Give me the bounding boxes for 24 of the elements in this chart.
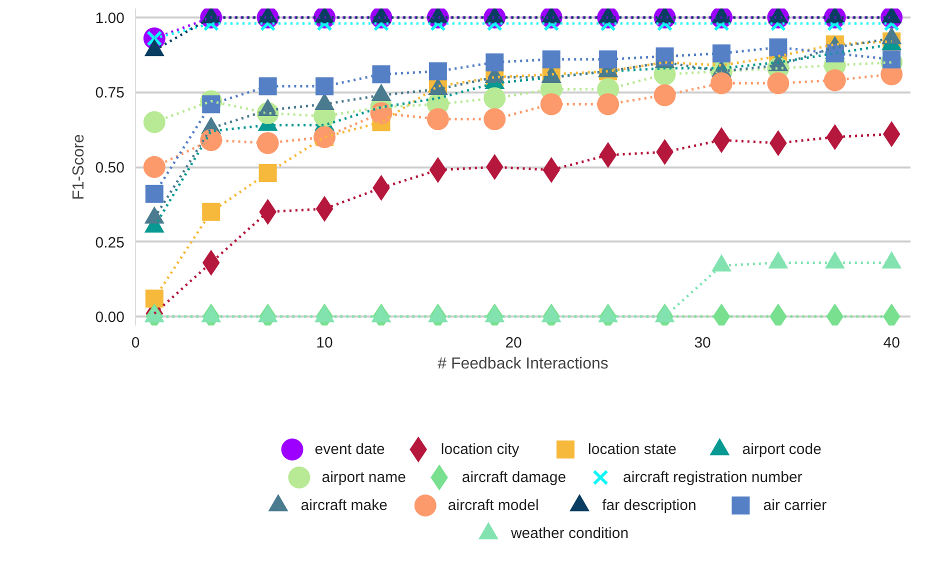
legend-label: air carrier (763, 497, 827, 514)
legend-label: airport code (742, 441, 822, 458)
legend-label: location city (440, 441, 520, 458)
legend-label: aircraft make (300, 497, 388, 514)
legend-label: weather condition (510, 525, 629, 542)
x-tick-label: 0 (131, 334, 140, 352)
legend-label: airport name (322, 469, 406, 486)
x-tick-label: 40 (883, 334, 900, 352)
y-tick-label: 1.00 (95, 10, 125, 27)
y-tick-label: 0.75 (95, 84, 125, 102)
y-tick-label: 0.50 (95, 160, 125, 176)
legend-label: aircraft damage (462, 469, 566, 486)
y-tick-label: 0.00 (95, 309, 125, 326)
legend-label: aircraft registration number (623, 469, 802, 486)
y-tick-label: 0.25 (95, 234, 125, 252)
legend-label: far description (602, 497, 696, 514)
x-tick-label: 30 (694, 334, 711, 352)
legend-label: event date (314, 441, 385, 458)
y-axis-title: F1-Score (70, 134, 88, 200)
x-tick-label: 20 (505, 334, 522, 352)
legend-label: location state (588, 441, 676, 458)
x-tick-label: 10 (316, 334, 333, 352)
legend-label: aircraft model (448, 497, 539, 514)
x-axis-title: # Feedback Interactions (438, 356, 608, 372)
